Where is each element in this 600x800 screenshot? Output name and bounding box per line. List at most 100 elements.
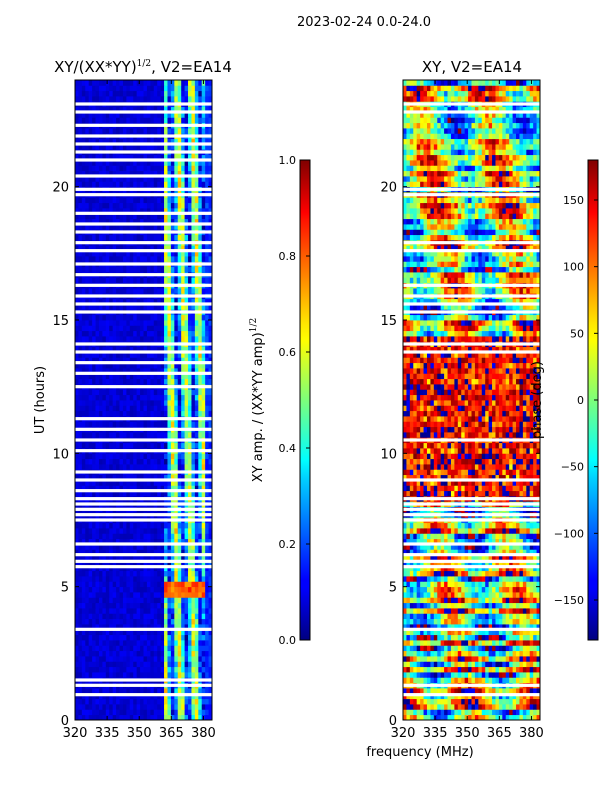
amp-cell xyxy=(75,325,79,332)
amp-cell xyxy=(174,458,179,465)
amp-cell xyxy=(75,160,79,166)
amp-cell xyxy=(184,368,189,374)
amp-cell xyxy=(188,117,192,124)
amp-cell xyxy=(92,336,96,342)
phase-cell xyxy=(526,714,531,721)
amp-cell xyxy=(184,586,189,593)
amp-cell xyxy=(109,458,114,465)
amp-cell xyxy=(133,640,138,646)
amp-cell xyxy=(81,490,86,497)
amp-cell xyxy=(170,661,175,668)
amp-cell xyxy=(160,368,165,374)
amp-cell xyxy=(188,154,192,161)
amp-cell xyxy=(188,485,192,492)
amp-cell xyxy=(205,592,209,598)
phase-cell xyxy=(471,709,476,716)
amp-cell xyxy=(146,464,151,470)
amp-cell xyxy=(201,176,206,182)
amp-cell xyxy=(75,698,79,705)
amp-cell xyxy=(188,325,192,332)
amp-cell xyxy=(143,277,148,284)
amp-cell xyxy=(78,592,83,598)
amp-cell xyxy=(167,688,172,694)
amp-cell xyxy=(116,373,120,380)
amp-cell xyxy=(109,362,114,369)
amp-cell xyxy=(205,666,209,673)
amp-cell xyxy=(153,709,158,716)
amp-cell xyxy=(146,704,151,710)
amp-cell xyxy=(208,90,213,97)
amp-cell xyxy=(102,197,107,204)
amp-cell xyxy=(164,661,168,668)
amp-cell xyxy=(81,112,86,118)
amp-cell xyxy=(140,549,144,556)
amp-cell xyxy=(201,442,206,449)
amp-cell xyxy=(174,362,179,369)
amp-cell xyxy=(85,672,90,678)
amp-cell xyxy=(143,410,148,417)
amp-cell xyxy=(88,234,93,241)
amp-cell xyxy=(92,165,96,172)
amp-cell xyxy=(92,458,96,465)
amp-cell xyxy=(208,368,213,374)
amp-cell xyxy=(146,698,151,705)
amp-cell xyxy=(126,538,131,545)
amp-flag-gap xyxy=(75,497,212,501)
amp-cell xyxy=(146,170,151,177)
amp-cell xyxy=(122,549,127,556)
amp-cell xyxy=(126,666,131,673)
amp-cell xyxy=(146,277,151,284)
amp-cell xyxy=(170,106,175,113)
amp-cell xyxy=(133,554,138,561)
amp-colorbar: 0.00.20.40.60.81.0 XY amp. / (XX*YY amp)… xyxy=(249,154,311,647)
amp-cell xyxy=(126,698,131,705)
amp-cell xyxy=(85,202,90,209)
amp-cell xyxy=(170,154,175,161)
amp-cell xyxy=(184,154,189,161)
amp-cell xyxy=(201,629,206,636)
amp-cell xyxy=(81,544,86,550)
amp-cell xyxy=(95,330,100,337)
amp-cell xyxy=(170,485,175,492)
amp-cell xyxy=(75,298,79,305)
amp-cell xyxy=(136,629,141,636)
amp-cell xyxy=(205,224,209,230)
amp-cell xyxy=(81,549,86,556)
amp-cell xyxy=(143,704,148,710)
amp-cell xyxy=(170,645,175,652)
amp-cell xyxy=(157,106,162,113)
amp-cell xyxy=(75,624,79,630)
amp-cell xyxy=(129,330,134,337)
amp-cell xyxy=(88,128,93,134)
phase-cell xyxy=(505,714,510,721)
amp-cell xyxy=(205,602,209,609)
amp-cell xyxy=(184,266,189,273)
amp-cell xyxy=(177,432,182,438)
amp-cell xyxy=(177,474,182,481)
amp-cell xyxy=(153,277,158,284)
amp-cell xyxy=(146,288,151,294)
amp-cell xyxy=(170,176,175,182)
amp-cell xyxy=(157,650,162,657)
amp-cell xyxy=(140,330,144,337)
amp-cell xyxy=(167,528,172,534)
suptitle: 2023-02-24 0.0-24.0 xyxy=(297,15,431,30)
amp-cell xyxy=(75,613,79,620)
amp-cell xyxy=(126,90,131,97)
amp-cell xyxy=(153,618,158,625)
amp-cell xyxy=(140,421,144,428)
amp-cell xyxy=(129,277,134,284)
amp-cell xyxy=(129,181,134,188)
amp-cell xyxy=(88,325,93,332)
amp-cell xyxy=(109,464,114,470)
amp-cell xyxy=(136,256,141,262)
amp-cell xyxy=(75,362,79,369)
amp-cell xyxy=(88,112,93,118)
amp-cell xyxy=(143,357,148,364)
amp-cell xyxy=(198,709,203,716)
amp-cell xyxy=(140,592,144,598)
amp-cell xyxy=(146,378,151,385)
amp-cell xyxy=(160,218,165,225)
amp-cell xyxy=(129,176,134,182)
